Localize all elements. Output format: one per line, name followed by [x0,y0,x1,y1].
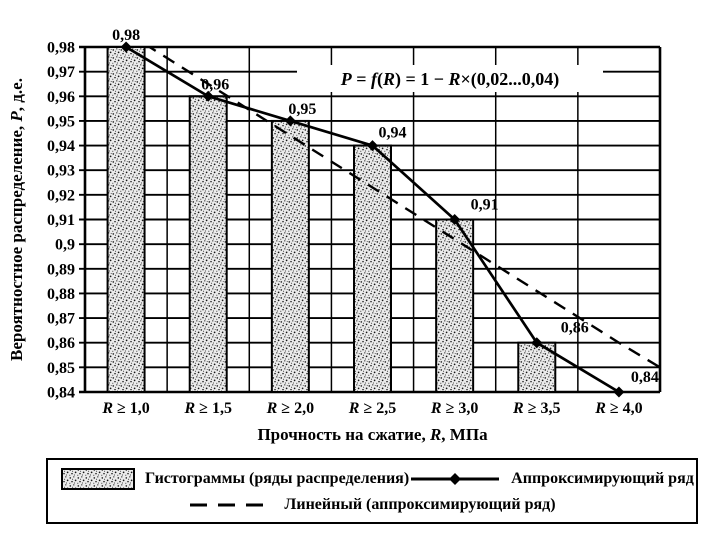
y-tick-label: 0,96 [47,89,75,106]
chart-legend: Гистограммы (ряды распределения) Аппрокс… [46,458,698,524]
formula-backdrop [297,65,603,92]
y-axis-title: Вероятностное распределение, P, д.е. [7,78,26,361]
diamond-markers [120,41,625,398]
diamond-marker-icon [613,386,625,398]
histogram-bar [435,218,475,393]
y-tick-label: 0,92 [47,187,75,204]
y-tick-label: 0,84 [47,385,75,402]
solid-line-diamond-icon [411,473,500,485]
linear-trend-line [145,46,660,369]
y-tick-label: 0,9 [55,237,75,254]
histogram-bar [353,144,392,393]
diamond-marker-icon [202,90,214,102]
x-tick-label: R ≥ 1,0 [101,400,149,417]
y-tick-label: 0,89 [47,261,75,278]
histogram-bar [188,95,228,394]
y-tick-label: 0,86 [47,335,75,352]
x-tick-label: R ≥ 3,5 [512,400,560,417]
diamond-marker-icon [367,140,378,152]
formula-annotation: P = f(R) = 1 − R×(0,02...0,04) [340,69,560,90]
value-labels: 0,98 0,96 0,95 0,94 0,91 0,86 0,84 [112,27,659,386]
value-label: 0,95 [288,101,316,118]
value-label: 0,91 [471,197,499,214]
y-tick-label: 0,95 [47,113,75,130]
x-tick-labels: R ≥ 1,0 R ≥ 1,5 R ≥ 2,0 R ≥ 2,5 R ≥ 3,0 R ≥ 3… [101,400,642,417]
y-tick-label: 0,97 [47,64,75,81]
histogram-bars [106,46,557,394]
y-tick-label: 0,94 [47,138,75,155]
dashed-line-icon [190,503,273,507]
legend-row-2: Линейный (аппроксимирующий ряд) [48,496,696,514]
histogram-bar [270,119,310,394]
x-tick-label: R ≥ 2,0 [266,400,314,417]
legend-label-linear: Линейный (аппроксимирующий ряд) [284,496,556,513]
diamond-marker-icon [120,41,132,53]
x-tick-label: R ≥ 4,0 [594,400,642,417]
y-tick-label: 0,91 [47,212,75,229]
x-tick-label: R ≥ 1,5 [183,400,231,417]
value-label: 0,86 [561,320,589,337]
diamond-marker-icon [531,337,543,349]
legend-row-1: Гистограммы (ряды распределения) Аппрокс… [48,460,696,490]
y-tick-labels: 0,98 0,97 0,96 0,95 0,94 0,93 0,92 0,91 0,9 0,89 0… [47,40,75,402]
y-tick-label: 0,93 [47,163,75,180]
x-axis-title: Прочность на сжатие, R, МПа [257,425,488,444]
legend-item-linear: Линейный (аппроксимирующий ряд) [188,496,556,514]
x-tick-label: R ≥ 2,5 [348,400,396,417]
value-label: 0,96 [201,76,229,93]
legend-item-approx-series: Аппроксимирующий ряд [409,470,694,488]
legend-item-histogram: Гистограммы (ряды распределения) [61,468,409,490]
y-tick-label: 0,87 [47,311,75,328]
histogram-swatch-icon [61,468,135,490]
y-tick-label: 0,85 [47,360,75,377]
x-tick-label: R ≥ 3,0 [430,400,478,417]
y-tick-label: 0,88 [47,286,75,303]
value-label: 0,98 [112,27,140,44]
value-label: 0,94 [379,125,407,142]
histogram-bar [106,46,146,393]
value-label: 0,84 [631,369,659,386]
legend-label-approx-series: Аппроксимирующий ряд [511,470,694,487]
probability-distribution-chart: P = f(R) = 1 − R×(0,02...0,04)0,980,960,… [7,27,662,444]
diamond-marker-icon [284,115,296,127]
legend-label-histogram: Гистограммы (ряды распределения) [145,470,410,487]
diamond-marker-icon [449,214,461,225]
y-tick-label: 0,98 [47,40,75,57]
